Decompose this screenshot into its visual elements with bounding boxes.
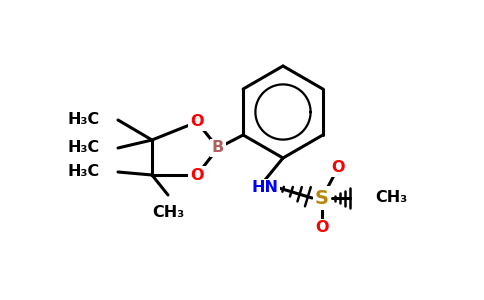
Text: S: S [315,188,329,208]
Text: HN: HN [252,181,278,196]
Text: O: O [331,160,345,175]
Text: H₃C: H₃C [68,164,100,179]
Text: O: O [190,167,204,182]
Text: B: B [212,140,224,155]
Text: O: O [315,220,329,236]
Text: H₃C: H₃C [68,140,100,155]
Text: H₃C: H₃C [68,112,100,128]
Text: CH₃: CH₃ [375,190,407,206]
Text: O: O [190,115,204,130]
Text: CH₃: CH₃ [152,205,184,220]
